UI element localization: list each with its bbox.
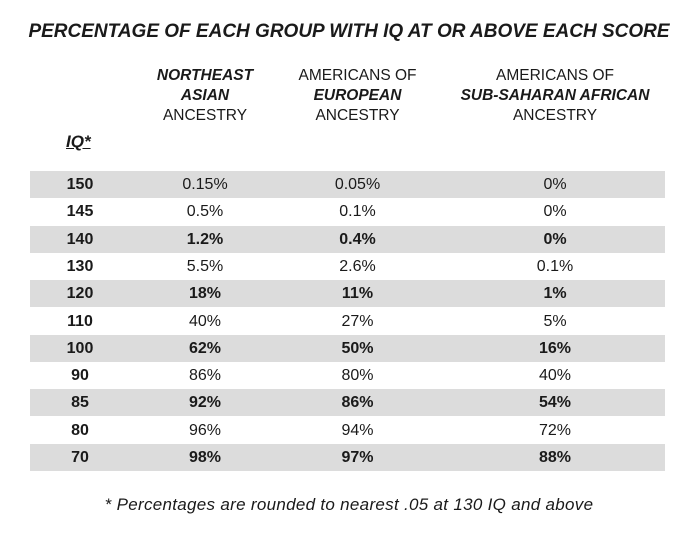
table-row: 80 96% 94% 72% bbox=[30, 417, 665, 444]
percentage-cell: 40% bbox=[188, 312, 222, 330]
footnote: * Percentages are rounded to nearest .05… bbox=[104, 495, 594, 514]
percentage-cell: 0% bbox=[543, 230, 567, 248]
percentage-cell: 5% bbox=[543, 312, 567, 330]
percentage-cell: 0% bbox=[543, 176, 567, 193]
iq-score-cell: 85 bbox=[71, 394, 89, 412]
percentage-cell: 0.5% bbox=[186, 203, 224, 221]
percentage-cell: 18% bbox=[188, 285, 222, 303]
percentage-cell: 0.1% bbox=[339, 203, 376, 221]
iq-row-header: IQ* bbox=[66, 132, 91, 151]
percentage-cell: 5.5% bbox=[186, 257, 224, 275]
percentage-cell: 88% bbox=[538, 449, 572, 466]
percentage-cell: 96% bbox=[188, 421, 222, 439]
iq-score-cell: 140 bbox=[66, 230, 94, 248]
percentage-cell: 72% bbox=[538, 421, 572, 439]
percentage-cell: 94% bbox=[341, 421, 374, 439]
column-header-line: EUROPEAN bbox=[313, 87, 402, 104]
percentage-cell: 40% bbox=[538, 367, 572, 385]
column-header-line: ANCESTRY bbox=[512, 107, 598, 124]
iq-score-cell: 130 bbox=[66, 257, 94, 275]
percentage-cell: 0.4% bbox=[339, 230, 376, 248]
column-header-line: ASIAN bbox=[180, 87, 230, 104]
percentage-cell: 2.6% bbox=[339, 257, 376, 275]
percentage-cell: 0% bbox=[543, 203, 567, 221]
column-header-line: ANCESTRY bbox=[315, 107, 400, 124]
column-header-northeast-asian: NORTHEAST ASIAN ANCESTRY bbox=[130, 66, 280, 126]
table-row: 85 92% 86% 54% bbox=[30, 389, 665, 417]
table-row: 90 86% 80% 40% bbox=[30, 362, 665, 389]
percentage-cell: 62% bbox=[188, 339, 222, 357]
chart-title: PERCENTAGE OF EACH GROUP WITH IQ AT OR A… bbox=[28, 21, 670, 42]
percentage-cell: 16% bbox=[538, 339, 572, 357]
percentage-cell: 11% bbox=[341, 285, 374, 303]
table-row: 70 98% 97% 88% bbox=[30, 444, 665, 471]
percentage-cell: 80% bbox=[341, 367, 374, 385]
column-header-european: AMERICANS OF EUROPEAN ANCESTRY bbox=[280, 66, 435, 126]
column-header-line: NORTHEAST bbox=[156, 67, 254, 84]
table-row: 140 1.2% 0.4% 0% bbox=[30, 225, 665, 253]
table-row: 130 5.5% 2.6% 0.1% bbox=[30, 253, 665, 280]
table-row: 100 62% 50% 16% bbox=[30, 334, 665, 362]
percentage-cell: 50% bbox=[341, 339, 374, 357]
column-header-line: SUB-SAHARAN AFRICAN bbox=[460, 87, 650, 104]
table-row: 150 0.15% 0.05% 0% bbox=[30, 171, 665, 198]
percentage-cell: 0.05% bbox=[334, 176, 381, 193]
iq-score-cell: 145 bbox=[66, 203, 94, 221]
percentage-cell: 97% bbox=[341, 449, 374, 466]
percentage-cell: 1% bbox=[543, 285, 567, 303]
iq-score-cell: 150 bbox=[66, 176, 94, 193]
table-row: 145 0.5% 0.1% 0% bbox=[30, 198, 665, 225]
iq-score-cell: 100 bbox=[66, 339, 94, 357]
percentage-cell: 0.1% bbox=[536, 257, 574, 275]
percentage-cell: 27% bbox=[341, 312, 374, 330]
column-header-sub-saharan-african: AMERICANS OF SUB-SAHARAN AFRICAN ANCESTR… bbox=[450, 66, 660, 126]
percentage-cell: 86% bbox=[188, 367, 222, 385]
table-row: 120 18% 11% 1% bbox=[30, 280, 665, 308]
iq-score-cell: 120 bbox=[66, 285, 94, 303]
percentage-cell: 92% bbox=[188, 394, 222, 412]
column-header-line: ANCESTRY bbox=[162, 107, 248, 124]
percentage-cell: 54% bbox=[538, 394, 572, 412]
iq-score-cell: 90 bbox=[71, 367, 89, 385]
column-header-line: AMERICANS OF bbox=[298, 67, 417, 84]
percentage-cell: 1.2% bbox=[186, 230, 224, 248]
percentage-cell: 0.15% bbox=[182, 176, 228, 193]
percentage-cell: 98% bbox=[188, 449, 222, 466]
column-header-line: AMERICANS OF bbox=[496, 67, 614, 84]
table-row: 110 40% 27% 5% bbox=[30, 308, 665, 335]
percentage-cell: 86% bbox=[341, 394, 374, 412]
iq-score-cell: 80 bbox=[71, 421, 89, 439]
iq-score-cell: 110 bbox=[67, 312, 93, 330]
iq-score-cell: 70 bbox=[71, 449, 89, 466]
